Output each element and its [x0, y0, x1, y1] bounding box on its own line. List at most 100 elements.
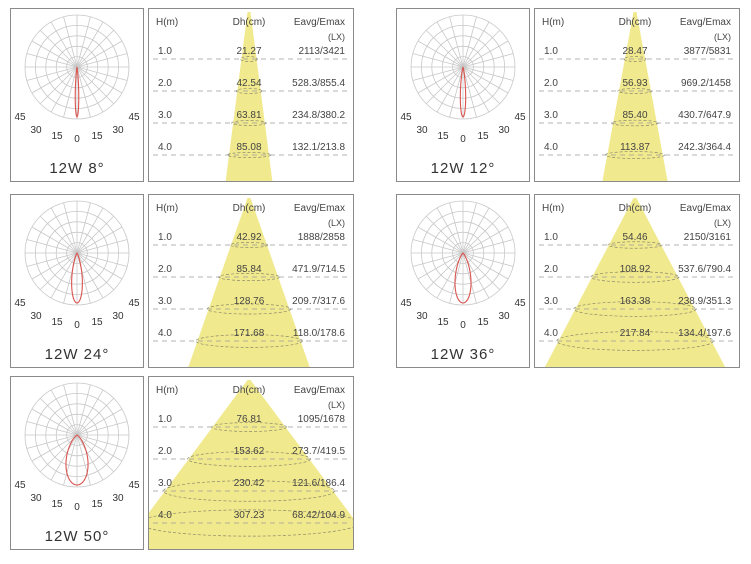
- polar-caption: 12W 36°: [430, 346, 496, 363]
- header-unit: (LX): [327, 400, 345, 410]
- row-illuminance: 1888/2858: [297, 232, 345, 243]
- row-illuminance: 273.7/419.5: [292, 446, 345, 457]
- header-height: H(m): [156, 385, 179, 396]
- beam-table-12deg: H(m) Dh(cm) Eavg/Emax (LX) 1.0 28.47 387…: [534, 8, 740, 182]
- row-diameter: 113.87: [620, 142, 650, 153]
- beam-table-50deg: H(m) Dh(cm) Eavg/Emax (LX) 1.0 76.81 109…: [148, 376, 354, 550]
- angle-label: 15: [51, 131, 63, 142]
- beam-cone: [153, 198, 349, 367]
- angle-label: 45: [400, 298, 412, 309]
- intensity-curve: [65, 434, 89, 486]
- angle-label: 30: [498, 311, 510, 322]
- angle-label: 30: [112, 311, 124, 322]
- row-height: 3.0: [544, 296, 558, 307]
- row-diameter: 163.38: [619, 296, 651, 307]
- angle-label: 0: [74, 502, 80, 513]
- angle-label: 30: [112, 493, 124, 504]
- angle-label: 30: [416, 311, 428, 322]
- beam-ellipse: [617, 88, 653, 94]
- angle-label: 15: [51, 317, 63, 328]
- row-illuminance: 132.1/213.8: [292, 142, 345, 153]
- polar-diagram-8deg: 45 30 15 0 15 30 45 12W 8°: [10, 8, 144, 182]
- row-illuminance: 134.4/197.6: [678, 328, 731, 339]
- beam-ellipse: [605, 151, 665, 159]
- angle-label: 15: [51, 499, 63, 510]
- angle-label: 0: [460, 134, 466, 145]
- row-height: 4.0: [158, 142, 172, 153]
- header-diameter: Dh(cm): [232, 385, 266, 396]
- row-diameter: 28.47: [622, 46, 648, 57]
- angle-label: 15: [91, 131, 103, 142]
- row-height: 1.0: [158, 414, 172, 425]
- row-diameter: 230.42: [233, 478, 265, 489]
- angle-label: 45: [128, 480, 140, 491]
- beam-ellipse: [218, 273, 280, 281]
- row-illuminance: 969.2/1458: [680, 78, 731, 89]
- row-diameter: 85.40: [622, 110, 648, 121]
- polar-diagram-50deg: 45 30 15 0 15 30 45 12W 50°: [10, 376, 144, 550]
- polar-caption: 12W 24°: [44, 346, 110, 363]
- row-height: 2.0: [544, 264, 558, 275]
- polar-grid: 45 30 15 0 15 30 45: [14, 14, 140, 145]
- header-diameter: Dh(cm): [618, 17, 652, 28]
- row-diameter: 307.23: [233, 510, 265, 521]
- angle-label: 45: [14, 298, 26, 309]
- row-illuminance: 121.6/186.4: [292, 478, 345, 489]
- row-illuminance: 209.7/317.6: [292, 296, 345, 307]
- row-height: 2.0: [158, 446, 172, 457]
- row-height: 1.0: [158, 232, 172, 243]
- row-diameter: 85.08: [236, 142, 262, 153]
- row-illuminance: 528.3/855.4: [292, 78, 345, 89]
- beam-ellipse: [590, 271, 680, 283]
- row-illuminance: 234.8/380.2: [292, 110, 345, 121]
- beam-cone-fill: [225, 12, 273, 181]
- beam-ellipse: [235, 88, 263, 94]
- polar-caption: 12W 8°: [49, 160, 105, 177]
- polar-grid: 45 30 15 0 15 30 45: [400, 200, 526, 331]
- angle-label: 30: [30, 493, 42, 504]
- polar-caption: 12W 12°: [430, 160, 496, 177]
- angle-label: 30: [416, 125, 428, 136]
- beam-table-24deg: H(m) Dh(cm) Eavg/Emax (LX) 1.0 42.92 188…: [148, 194, 354, 368]
- angle-label: 45: [514, 298, 526, 309]
- row-height: 4.0: [544, 328, 558, 339]
- row-diameter: 42.54: [236, 78, 262, 89]
- polar-grid: 45 30 15 0 15 30 45: [14, 382, 140, 513]
- header-illuminance: Eavg/Emax: [293, 385, 345, 396]
- angle-label: 30: [498, 125, 510, 136]
- row-diameter: 63.81: [236, 110, 262, 121]
- header-diameter: Dh(cm): [232, 17, 266, 28]
- angle-label: 0: [74, 134, 80, 145]
- angle-label: 0: [460, 320, 466, 331]
- row-height: 4.0: [158, 510, 172, 521]
- row-illuminance: 1095/1678: [297, 414, 345, 425]
- row-height: 1.0: [158, 46, 172, 57]
- row-illuminance: 68.42/104.9: [292, 510, 345, 521]
- beam-ellipse: [163, 480, 335, 502]
- row-illuminance: 430.7/647.9: [678, 110, 731, 121]
- angle-label: 45: [400, 112, 412, 123]
- header-unit: (LX): [327, 32, 345, 42]
- row-height: 2.0: [544, 78, 558, 89]
- row-illuminance: 238.9/351.3: [678, 296, 731, 307]
- polar-diagram-24deg: 45 30 15 0 15 30 45 12W 24°: [10, 194, 144, 368]
- beam-cone-fill: [188, 198, 310, 367]
- beam-table-8deg: H(m) Dh(cm) Eavg/Emax (LX) 1.0 21.27 211…: [148, 8, 354, 182]
- angle-label: 15: [91, 317, 103, 328]
- polar-diagram-12deg: 45 30 15 0 15 30 45 12W 12°: [396, 8, 530, 182]
- row-diameter: 85.84: [236, 264, 262, 275]
- row-diameter: 171.68: [233, 328, 265, 339]
- angle-label: 45: [14, 480, 26, 491]
- header-height: H(m): [156, 17, 179, 28]
- beam-cone: [149, 380, 353, 549]
- row-illuminance: 2113/3421: [298, 46, 345, 57]
- row-illuminance: 2150/3161: [683, 232, 731, 243]
- row-height: 2.0: [158, 264, 172, 275]
- angle-label: 15: [437, 131, 449, 142]
- row-height: 3.0: [158, 296, 172, 307]
- polar-grid: 45 30 15 0 15 30 45: [400, 14, 526, 145]
- intensity-curve: [459, 66, 467, 118]
- beam-ellipse: [611, 119, 659, 127]
- angle-label: 45: [14, 112, 26, 123]
- intensity-curve: [71, 252, 83, 304]
